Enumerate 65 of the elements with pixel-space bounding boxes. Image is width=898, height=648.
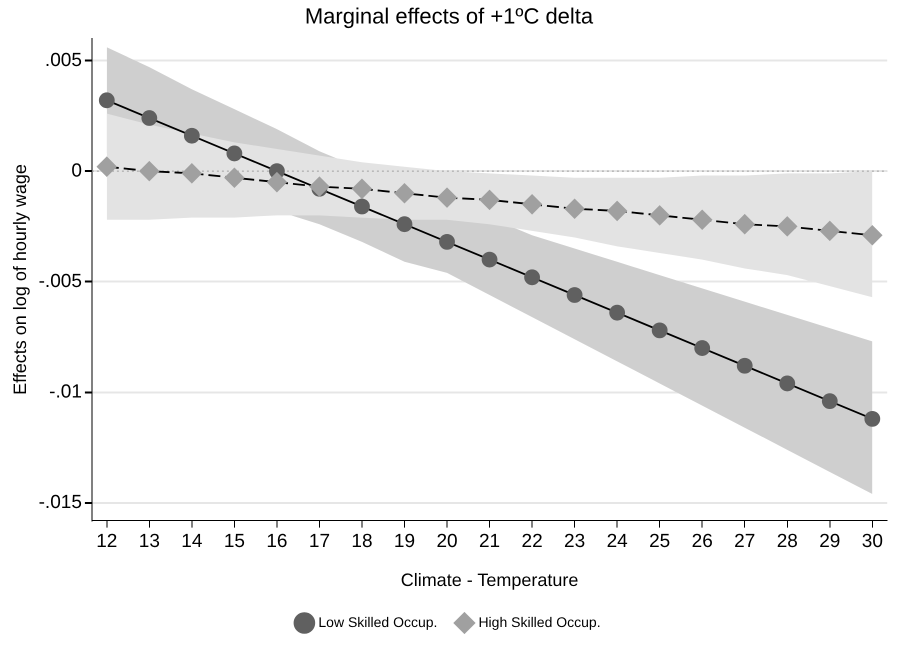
point [522, 194, 542, 214]
x-tick-label: 20 [436, 531, 458, 552]
point [182, 163, 202, 184]
point [267, 172, 287, 192]
point [96, 156, 117, 177]
point [224, 168, 244, 188]
point [864, 410, 880, 427]
point [650, 205, 670, 226]
x-tick-label: 17 [308, 531, 330, 552]
point [480, 190, 500, 210]
x-tick-label: 19 [394, 531, 416, 552]
x-tick-label: 27 [734, 531, 756, 552]
point [652, 322, 668, 338]
point [694, 340, 710, 356]
point [396, 216, 412, 232]
point [734, 214, 755, 234]
point [736, 358, 753, 374]
y-tick-label: -.015 [38, 492, 82, 514]
x-tick-label: 13 [138, 531, 160, 552]
x-tick-label: 12 [96, 531, 118, 552]
x-tick-label: 25 [649, 531, 670, 552]
x-tick-label: 30 [862, 531, 883, 552]
y-tick-label: -.01 [49, 382, 82, 403]
point [352, 178, 372, 199]
point [607, 201, 628, 221]
point [779, 376, 796, 392]
point [310, 176, 330, 196]
x-tick-label: 21 [478, 531, 500, 552]
y-tick-label: -.005 [38, 270, 82, 292]
point [139, 161, 160, 182]
point [524, 269, 540, 286]
x-tick-label: 28 [776, 531, 798, 552]
point [820, 220, 840, 241]
point [777, 216, 798, 236]
y-tick-label: 0 [71, 160, 82, 182]
x-tick-label: 23 [564, 531, 586, 552]
x-tick-label: 24 [606, 531, 628, 552]
y-axis-title: Effects on log of hourly wage [10, 164, 30, 395]
x-tick-label: 14 [181, 531, 203, 552]
point [564, 198, 585, 219]
point [184, 128, 200, 144]
point [692, 210, 712, 230]
point [822, 393, 838, 410]
x-tick-label: 26 [692, 531, 713, 552]
x-tick-label: 18 [351, 531, 373, 552]
y-tick-label: .005 [44, 50, 82, 71]
point [394, 183, 414, 204]
point [609, 304, 626, 321]
x-tick-label: 29 [819, 531, 840, 552]
point [566, 287, 583, 303]
x-tick-label: 15 [224, 531, 245, 552]
point [437, 188, 457, 208]
point [354, 198, 370, 214]
point [482, 252, 498, 268]
legend-label: High Skilled Occup. [478, 614, 601, 630]
point [226, 146, 242, 162]
chart-title: Marginal effects of +1ºC delta [304, 3, 594, 28]
point [141, 110, 158, 126]
x-axis-title: Climate - Temperature [400, 570, 578, 590]
point [439, 234, 455, 250]
point [98, 92, 115, 108]
legend-label: Low Skilled Occup. [318, 614, 438, 630]
x-tick-label: 16 [266, 531, 288, 552]
point [862, 225, 882, 246]
x-tick-label: 22 [522, 531, 543, 552]
